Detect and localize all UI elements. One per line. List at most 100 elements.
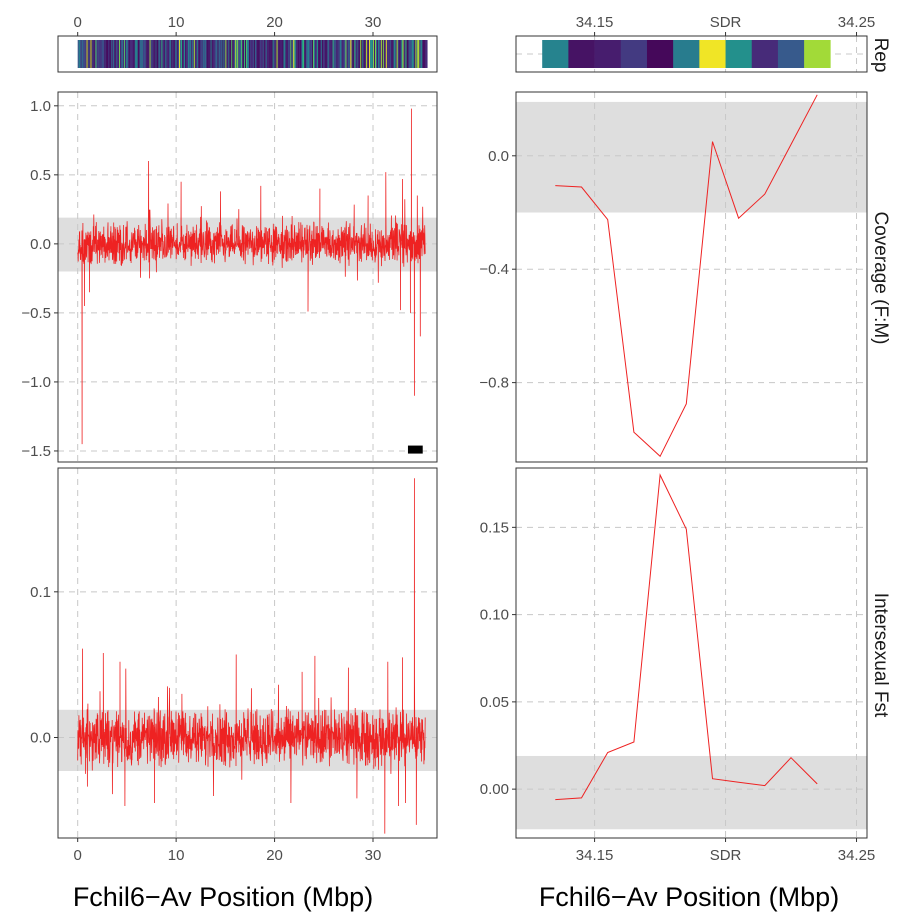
fst-left-panel: 0.1 0.0 0 10 20 30 — [30, 467, 438, 864]
rep-left-bin — [257, 40, 260, 68]
rep-left-bin — [406, 40, 408, 68]
rep-left-bin — [358, 40, 360, 68]
rep-left-bin — [79, 40, 82, 68]
rep-left-bin — [300, 40, 302, 68]
rep-left-bin — [288, 40, 290, 68]
rep-left-bin — [415, 40, 417, 68]
rep-left-bin — [102, 40, 104, 68]
rep-left-bin — [324, 40, 327, 68]
rep-left-bin — [267, 40, 270, 68]
rep-left-bin — [414, 40, 416, 68]
rep-left-bin — [292, 40, 294, 68]
rep-left-bin — [185, 40, 188, 68]
rep-left-bin — [304, 40, 306, 68]
rep-left-bin — [122, 40, 125, 68]
rep-right-bin — [804, 40, 831, 68]
rep-left-bin — [142, 40, 145, 68]
confidence-band — [516, 101, 867, 213]
rep-left-bin — [215, 40, 217, 68]
rep-left-bin — [381, 40, 384, 68]
rep-left-bin — [84, 40, 86, 68]
rep-left-bin — [386, 40, 389, 68]
rep-left-bin — [161, 40, 163, 68]
rep-left-bin — [403, 40, 405, 68]
rep-left-bin — [233, 40, 235, 68]
rep-left-bin — [148, 40, 150, 68]
rep-left-bin — [200, 40, 203, 68]
rep-left-bin — [293, 40, 295, 68]
rep-left-bin — [385, 40, 388, 68]
rep-left-bin — [119, 40, 121, 68]
plot-background — [58, 92, 437, 462]
rep-left-bin — [138, 40, 141, 68]
rep-left-bin — [259, 40, 262, 68]
rep-left-bin — [188, 40, 191, 68]
rep-left-bin — [160, 40, 162, 68]
rep-left-bin — [279, 40, 281, 68]
rep-left-bin — [176, 40, 178, 68]
rep-left-bin — [413, 40, 415, 68]
x-tick-label: 0 — [74, 14, 82, 31]
rep-left-bin — [241, 40, 243, 68]
rep-left-bin — [186, 40, 189, 68]
rep-left-bin — [132, 40, 135, 68]
rep-left-bin — [179, 40, 181, 68]
y-tick-label: 0.15 — [480, 519, 509, 536]
rep-left-bin — [167, 40, 169, 68]
rep-left-bin — [354, 40, 356, 68]
coverage-left-panel: 1.0 0.5 0.0 −0.5 −1.0 −1.5 — [21, 91, 438, 463]
rep-left-bin — [376, 40, 379, 68]
rep-left-bin — [306, 40, 308, 68]
rep-left-bin — [249, 40, 252, 68]
rep-left-bin — [375, 40, 378, 68]
rep-left-bin — [153, 40, 155, 68]
rep-left-bin — [204, 40, 207, 68]
rep-left-bin — [208, 40, 210, 68]
rep-left-bin — [178, 40, 180, 68]
rep-left-bin — [286, 40, 288, 68]
rep-left-bin — [212, 40, 214, 68]
rep-right-bin — [777, 40, 805, 68]
rep-left-bin — [394, 40, 397, 68]
rep-left-bin — [230, 40, 232, 68]
rep-left-bin — [136, 40, 139, 68]
rep-left-bin — [374, 40, 377, 68]
rep-right-border — [515, 35, 868, 73]
rep-left-bin — [118, 40, 120, 68]
rep-left-bin — [174, 40, 176, 68]
rep-left-bin — [97, 40, 99, 68]
rep-left-bin — [323, 40, 326, 68]
rep-left-bin — [261, 40, 264, 68]
rep-left-bin — [157, 40, 159, 68]
x-tick-label: 34.25 — [838, 847, 876, 864]
rep-left-bin — [222, 40, 224, 68]
rep-left-bin — [128, 40, 131, 68]
rep-left-bin — [322, 40, 325, 68]
rep-left-bin — [421, 40, 423, 68]
rep-left-bin — [391, 40, 394, 68]
rep-right-bin — [751, 40, 779, 68]
rep-left-bin — [368, 40, 370, 68]
rep-left-bin — [343, 40, 345, 68]
rep-left-bin — [251, 40, 254, 68]
rep-left-bin — [355, 40, 357, 68]
rep-left-bin — [423, 40, 425, 68]
rep-left-bin — [321, 40, 324, 68]
rep-left-bin — [402, 40, 404, 68]
rep-left-bin — [235, 40, 237, 68]
rep-left-bin — [227, 40, 229, 68]
rep-left-bin — [331, 40, 334, 68]
rep-left-bin — [390, 40, 393, 68]
rep-left-bin — [149, 40, 151, 68]
rep-left-bin — [158, 40, 160, 68]
rep-left-bin — [184, 40, 186, 68]
rep-left-bin — [373, 40, 375, 68]
rep-left-bin — [220, 40, 222, 68]
rep-left-bin — [273, 40, 275, 68]
rep-left-bin — [272, 40, 274, 68]
rep-left-bin — [289, 40, 291, 68]
rep-left-bin — [338, 40, 340, 68]
rep-left-bin — [266, 40, 269, 68]
panel-border — [57, 467, 438, 839]
rep-left-bin — [310, 40, 312, 68]
